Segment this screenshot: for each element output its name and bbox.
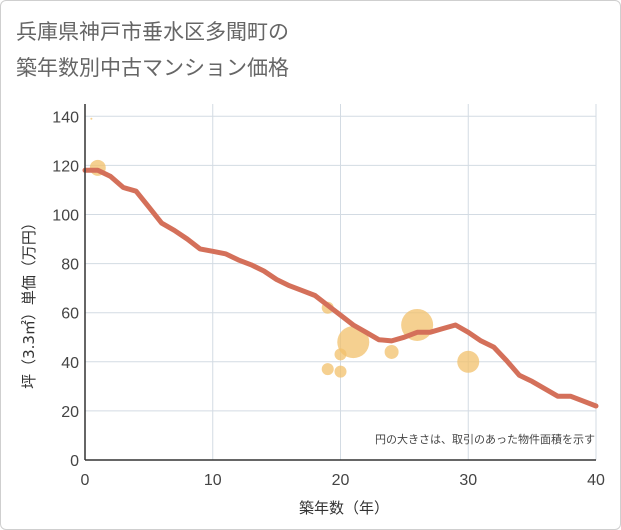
axes bbox=[84, 104, 596, 461]
y-tick-label-0: 0 bbox=[70, 453, 79, 470]
grid-lines bbox=[85, 104, 597, 460]
bubble-point-7 bbox=[384, 344, 399, 359]
title-line-1: 兵庫県神戸市垂水区多聞町の bbox=[16, 20, 289, 44]
x-axis-label: 築年数（年） bbox=[299, 499, 389, 517]
bubble-point-3 bbox=[321, 363, 334, 376]
x-tick-label-0: 0 bbox=[81, 472, 90, 489]
y-tick-label-20: 20 bbox=[61, 404, 79, 421]
scatter-bubbles bbox=[89, 117, 480, 378]
bubble-point-9 bbox=[457, 350, 480, 373]
tick-labels: 0 20 40 60 80 100 120 140 0 10 20 30 40 bbox=[52, 109, 605, 489]
trend-line bbox=[82, 167, 599, 409]
y-tick-label-60: 60 bbox=[61, 306, 79, 323]
y-tick-label-80: 80 bbox=[61, 257, 79, 274]
bubble-point-0 bbox=[90, 117, 93, 120]
y-tick-label-140: 140 bbox=[52, 109, 79, 126]
title-line-2: 築年数別中古マンション価格 bbox=[16, 56, 289, 80]
y-axis-label: 坪（3.3㎡）単価（万円） bbox=[20, 215, 38, 389]
x-tick-label-40: 40 bbox=[587, 472, 605, 489]
x-tick-label-10: 10 bbox=[204, 472, 222, 489]
bubble-point-5 bbox=[334, 365, 347, 378]
y-tick-label-120: 120 bbox=[52, 158, 79, 175]
bubble-size-note: 円の大きさは、取引のあった物件面積を示す bbox=[375, 432, 595, 446]
y-tick-label-100: 100 bbox=[52, 207, 79, 224]
x-tick-label-20: 20 bbox=[332, 472, 350, 489]
chart-title: 兵庫県神戸市垂水区多聞町の 築年数別中古マンション価格 bbox=[16, 14, 289, 86]
y-tick-label-40: 40 bbox=[61, 355, 79, 372]
bubble-point-6 bbox=[337, 326, 370, 359]
x-tick-label-30: 30 bbox=[459, 472, 477, 489]
